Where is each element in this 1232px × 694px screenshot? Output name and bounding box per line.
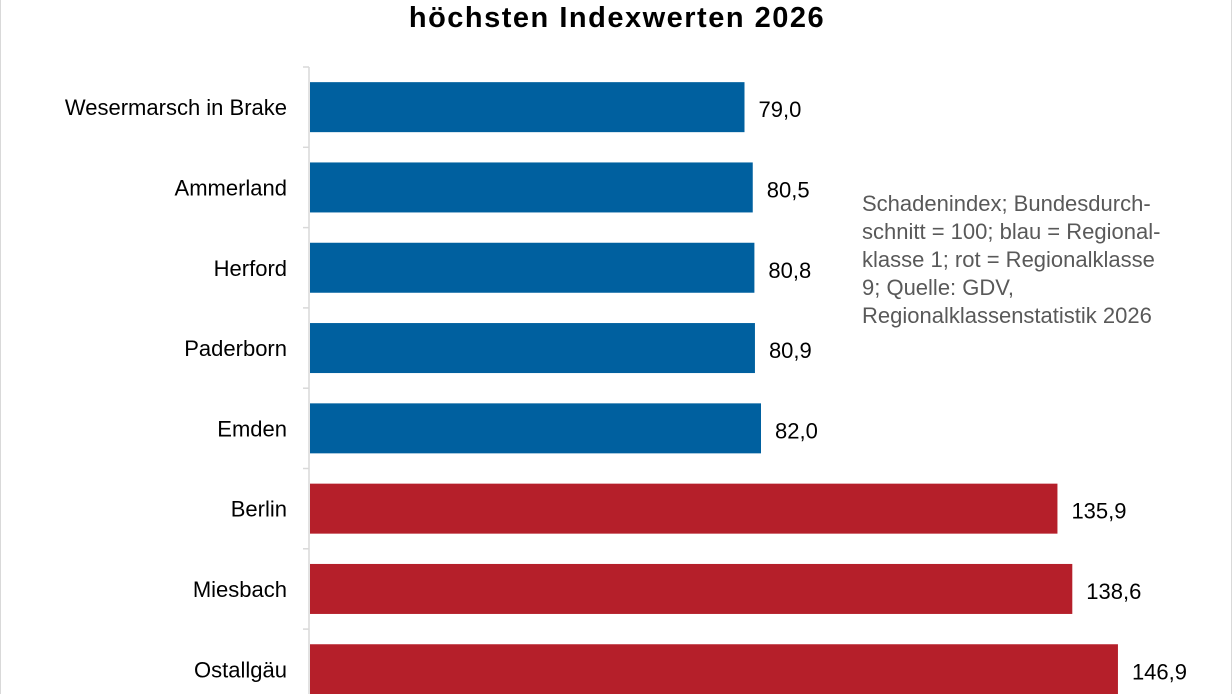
annotation-line: klasse 1; rot = Regionalklasse xyxy=(862,247,1155,272)
value-label: 80,5 xyxy=(767,177,810,202)
category-label: Miesbach xyxy=(193,577,287,602)
bar xyxy=(310,82,745,133)
value-label: 79,0 xyxy=(759,97,802,122)
category-label: Wesermarsch in Brake xyxy=(65,95,287,120)
bar xyxy=(310,162,753,213)
category-label: Herford xyxy=(214,256,287,281)
annotation-line: Regionalklassenstatistik 2026 xyxy=(862,303,1152,328)
value-label: 80,9 xyxy=(769,338,812,363)
value-label: 138,6 xyxy=(1086,579,1141,604)
value-label: 80,8 xyxy=(768,258,811,283)
chart-annotation: Schadenindex; Bundesdurch- schnitt = 100… xyxy=(862,190,1202,330)
category-label: Berlin xyxy=(231,497,287,522)
annotation-line: Schadenindex; Bundesdurch- xyxy=(862,191,1151,216)
bar xyxy=(310,242,755,293)
bar xyxy=(310,323,755,374)
category-label: Emden xyxy=(217,416,287,441)
value-label: 135,9 xyxy=(1071,499,1126,524)
bar xyxy=(310,403,761,454)
chart-title: höchsten Indexwerten 2026 xyxy=(408,2,826,34)
value-label: 82,0 xyxy=(775,418,818,443)
bar xyxy=(310,483,1058,534)
category-label: Ammerland xyxy=(175,175,287,200)
value-label: 146,9 xyxy=(1132,659,1187,684)
annotation-line: schnitt = 100; blau = Regional- xyxy=(862,219,1161,244)
bar xyxy=(310,644,1118,694)
category-label: Ostallgäu xyxy=(194,657,287,682)
bar xyxy=(310,563,1073,614)
category-label: Paderborn xyxy=(184,336,287,361)
annotation-line: 9; Quelle: GDV, xyxy=(862,275,1015,300)
